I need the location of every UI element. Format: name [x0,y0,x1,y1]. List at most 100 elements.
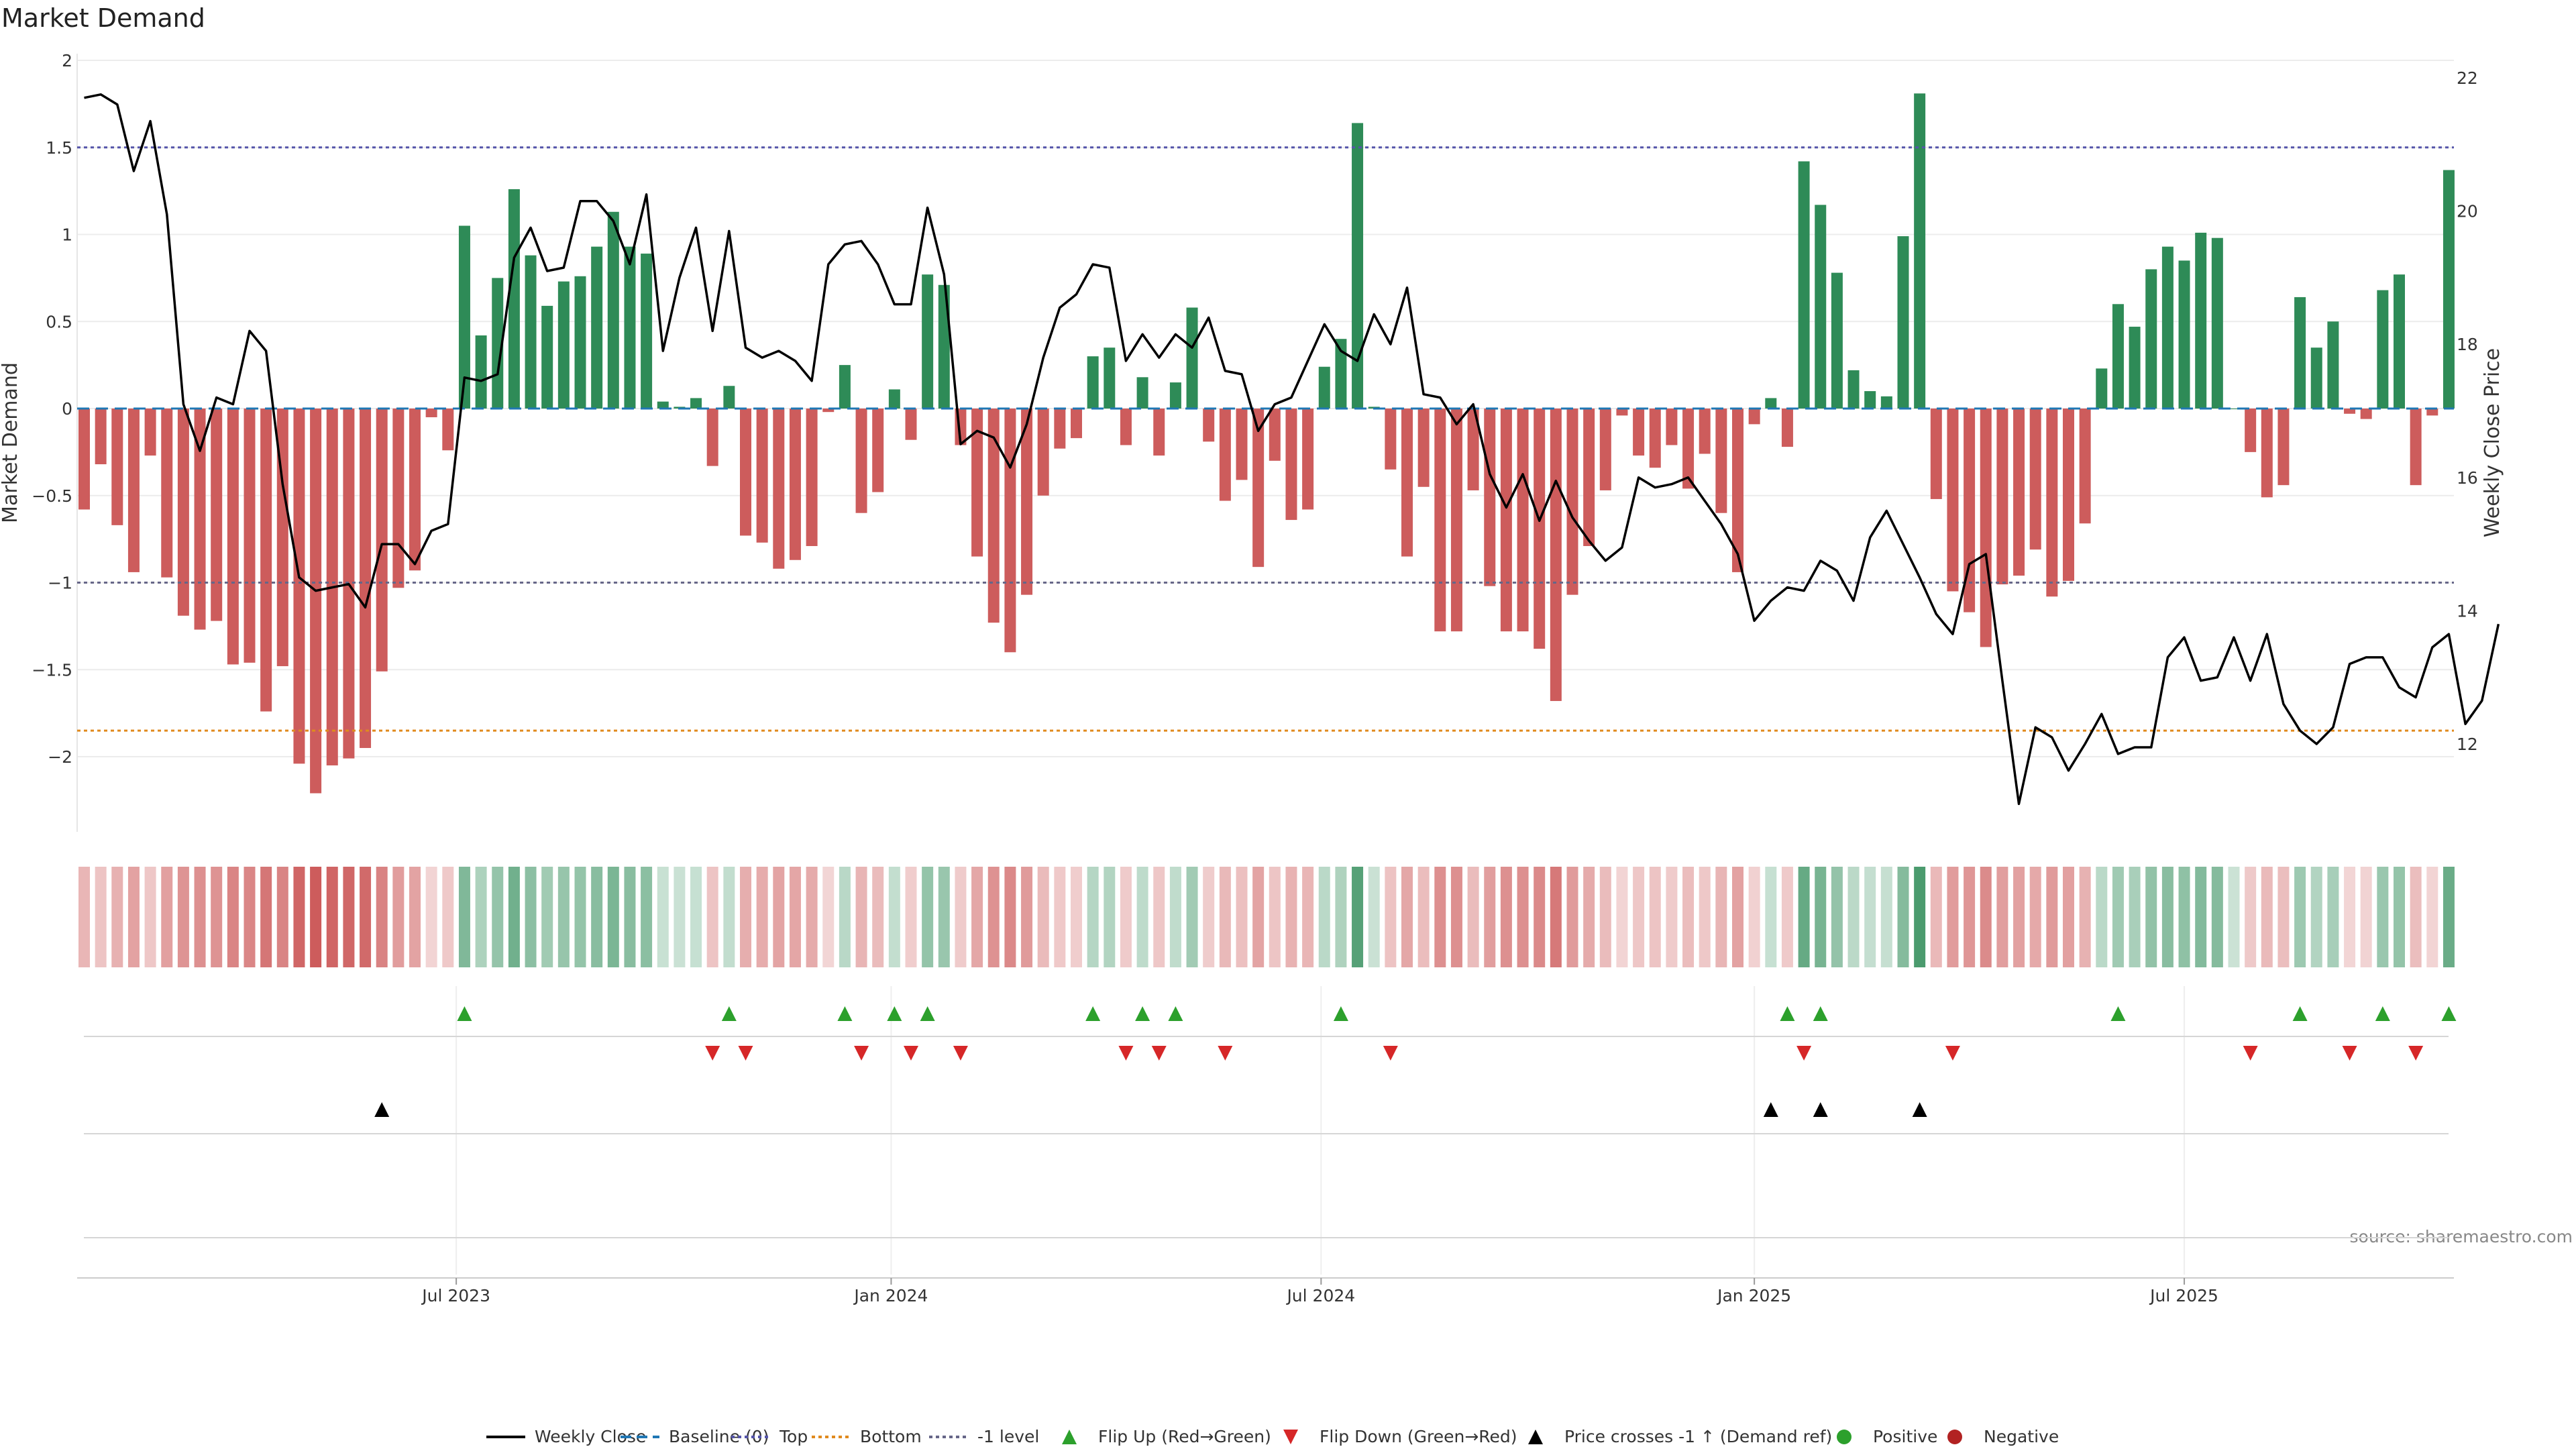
heat-cell [2426,867,2438,967]
heat-cell [1236,867,1248,967]
demand-bar [2211,237,2223,409]
legend-swatch [1283,1430,1298,1444]
flip-down-marker [1151,1046,1167,1061]
heat-cell [1864,867,1876,967]
demand-bar [2029,409,2041,550]
demand-bar [1335,339,1347,409]
demand-bar [971,409,983,557]
demand-bar [1087,356,1099,409]
flip-up-marker [2441,1006,2457,1021]
heat-cell [1798,867,1810,967]
heat-cell [1964,867,1976,967]
demand-bar [607,211,619,409]
legend-item: Bottom [812,1427,922,1446]
flip-up-marker [887,1006,902,1021]
heat-cell [1748,867,1760,967]
flip-up-marker [920,1006,935,1021]
heat-cell [2211,867,2223,967]
heat-cell [2327,867,2339,967]
legend-item: Top [731,1427,808,1446]
demand-bar [508,189,520,409]
heat-cell [1633,867,1645,967]
heat-cell [971,867,983,967]
heat-cell [1252,867,1265,967]
demand-bar [872,409,884,492]
demand-bar [1550,409,1562,701]
heat-cell [360,867,372,967]
chart-title: Market Demand [1,3,205,33]
demand-bar [78,409,90,510]
y-axis-label: Market Demand [0,362,22,523]
demand-bar [276,409,288,667]
y2-axis-label: Weekly Close Price [2481,348,2504,537]
demand-bar [1616,409,1628,416]
demand-bar [1219,409,1231,501]
y-tick-label: 0.5 [46,312,72,331]
heat-cell [641,867,653,967]
price-cross-marker [1813,1102,1828,1117]
legend-label: Top [779,1427,808,1446]
demand-bar [2129,327,2141,409]
heat-cell [2096,867,2108,967]
y2-tick-label: 22 [2457,68,2478,88]
flip-up-marker [1135,1006,1150,1021]
demand-bar [574,276,586,409]
heat-cell [789,867,801,967]
demand-bar [2327,321,2339,409]
heat-cell [574,867,586,967]
y-tick-label: −1 [48,574,72,593]
heat-cell [1732,867,1743,967]
heat-cell [938,867,950,967]
demand-bar [376,409,388,672]
demand-bars [78,93,2455,794]
demand-bar [2443,170,2455,409]
heat-cell [310,867,322,967]
demand-bar [557,281,570,409]
flip-up-marker [2292,1006,2308,1021]
flip-up-marker [1168,1006,1183,1021]
legend-item: Price crosses -1 ↑ (Demand ref) [1528,1427,1832,1446]
demand-bar [657,401,669,409]
y-tick-label: 2 [62,51,72,70]
demand-bar [425,409,437,417]
heat-cell [1699,867,1711,967]
demand-bar [2360,409,2372,419]
demand-bar [740,409,751,536]
flip-down-marker [1945,1046,1960,1061]
demand-bar [1004,409,1016,653]
demand-bar [1666,409,1678,445]
flip-down-marker [854,1046,869,1061]
heat-cell [326,867,338,967]
heat-cell [2228,867,2240,967]
reference-levels [77,146,2454,732]
demand-bar [756,409,768,543]
y-tick-label: −1.5 [32,660,72,680]
heat-cell [756,867,768,967]
heat-cell [1335,867,1347,967]
heat-cell [276,867,288,967]
heat-cell [293,867,305,967]
demand-bar [144,409,156,456]
heat-cell [1566,867,1578,967]
demand-bar [2277,409,2290,486]
demand-bar [706,409,718,466]
demand-bar [1566,409,1578,595]
demand-bar [723,386,735,409]
y2-tick-label: 18 [2457,335,2478,354]
demand-bar [1450,409,1462,632]
demand-bar [1517,409,1529,632]
y2-tick-label: 12 [2457,735,2478,754]
legend-label: Price crosses -1 ↑ (Demand ref) [1564,1427,1832,1446]
heat-cell [2360,867,2372,967]
heat-cell [508,867,520,967]
demand-bar [1252,409,1265,568]
demand-bar [1401,409,1413,557]
heat-cell [1880,867,1892,967]
demand-bar [2310,347,2322,409]
demand-bar [442,409,454,451]
heat-cell [1450,867,1462,967]
flip-down-marker [1218,1046,1233,1061]
legend-swatch [1947,1430,1962,1444]
demand-bar [1815,205,1827,409]
demand-bar [2394,274,2405,409]
